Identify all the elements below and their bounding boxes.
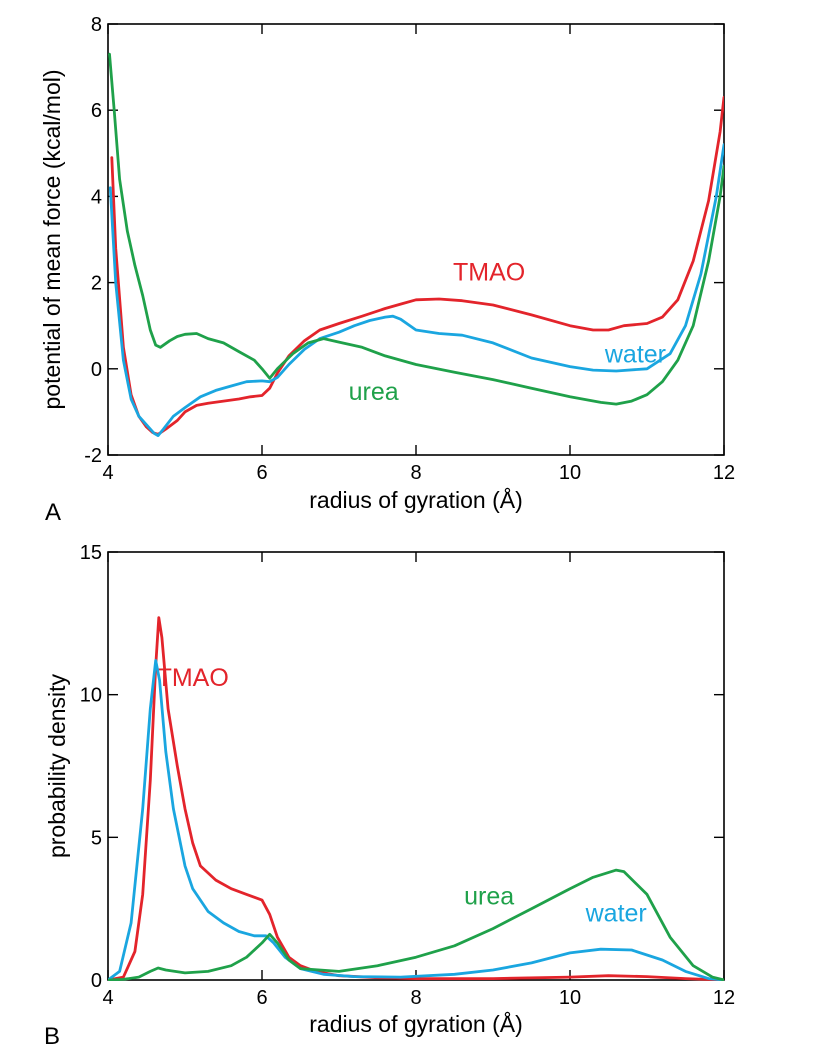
series-line-urea — [108, 868, 724, 981]
y-tick-label: 2 — [91, 273, 102, 295]
y-tick-label: 10 — [80, 685, 102, 707]
series-line-water — [108, 659, 724, 981]
x-tick-label: 8 — [410, 462, 421, 484]
x-tick-label: 8 — [410, 987, 421, 1009]
x-axis-title: radius of gyration (Å) — [309, 486, 522, 513]
y-axis-title: potential of mean force (kcal/mol) — [39, 69, 65, 409]
y-tick-label: -2 — [84, 445, 102, 467]
y-tick-label: 4 — [91, 186, 102, 208]
series-label-tmao: TMAO — [453, 258, 525, 286]
series-line-urea — [108, 52, 724, 406]
series-label-water: water — [585, 900, 647, 928]
y-tick-label: 0 — [91, 970, 102, 992]
x-tick-label: 6 — [256, 987, 267, 1009]
y-tick-label: 6 — [91, 100, 102, 122]
panel-letter: B — [44, 1023, 60, 1050]
series-line-tmao — [110, 95, 724, 436]
x-tick-label: 6 — [256, 462, 267, 484]
series-label-urea: urea — [349, 378, 399, 406]
panel-b: 4 6 8 10 12 0 5 10 15 radius of gyration (Å) proba… — [44, 542, 735, 1050]
y-axis-title: probability density — [44, 673, 70, 858]
plot-frame — [107, 23, 725, 456]
y-tick-label: 15 — [80, 542, 102, 564]
y-tick-label: 8 — [91, 14, 102, 36]
y-tick-label: 5 — [91, 827, 102, 849]
x-tick-label: 12 — [713, 462, 735, 484]
series-label-water: water — [604, 340, 666, 368]
x-tick-label: 4 — [102, 987, 113, 1009]
x-axis-title: radius of gyration (Å) — [309, 1010, 522, 1037]
x-tick-label: 10 — [559, 462, 581, 484]
series-label-urea: urea — [464, 882, 514, 910]
x-tick-label: 12 — [713, 987, 735, 1009]
y-tick-label: 0 — [91, 359, 102, 381]
x-tick-label: 4 — [102, 462, 113, 484]
series-label-tmao: TMAO — [157, 664, 229, 692]
x-tick-label: 10 — [559, 987, 581, 1009]
series-line-water — [108, 143, 724, 437]
panel-letter: A — [45, 499, 61, 526]
